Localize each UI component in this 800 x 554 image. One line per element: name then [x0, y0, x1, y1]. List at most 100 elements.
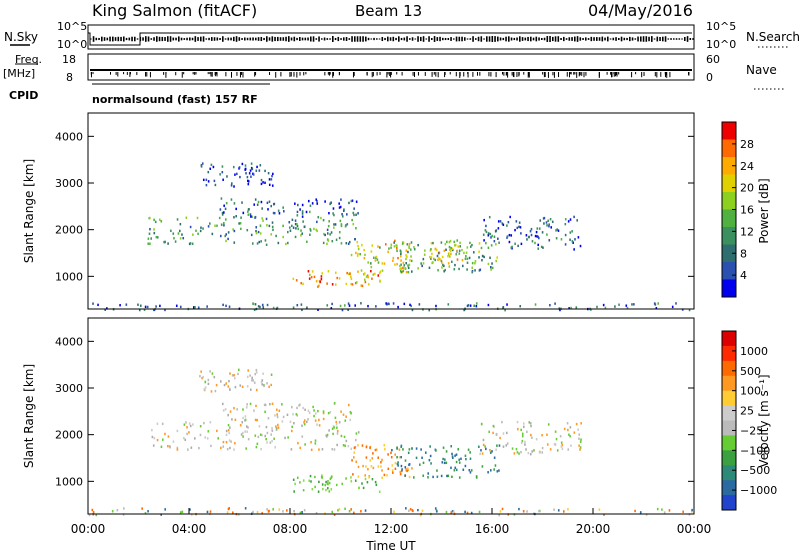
velocity-echo-cell — [498, 444, 501, 447]
velocity-echo-cell — [328, 429, 330, 432]
velocity-echo-cell — [481, 465, 484, 468]
nsky-sample — [153, 37, 155, 41]
colorbar-segment — [722, 390, 736, 407]
power-echo-cell — [224, 234, 227, 238]
nave-sample — [332, 72, 334, 78]
nsky-sample — [235, 36, 238, 42]
velocity-echo-cell — [331, 475, 333, 478]
power-echo-cell — [394, 239, 396, 243]
power-echo-cell — [233, 216, 235, 219]
velocity-echo-cell — [345, 439, 348, 443]
power-echo-cell — [285, 242, 287, 246]
power-echo-cell — [367, 261, 369, 264]
velocity-echo-cell — [369, 446, 371, 450]
colorbar-tick-label: 100 — [740, 385, 761, 398]
power-echo-cell — [321, 272, 324, 275]
power-echo-cell — [306, 240, 308, 243]
power-echo-cell — [428, 266, 431, 269]
power-echo-cell — [468, 256, 471, 260]
nsky-sample — [576, 36, 579, 42]
velocity-echo-cell — [344, 444, 347, 447]
velocity-echo-cell — [263, 384, 265, 388]
velocity-echo-cell — [294, 482, 296, 486]
power-echo-cell — [346, 271, 348, 275]
power-echo-cell — [442, 263, 444, 267]
nsky-sample — [653, 38, 656, 40]
velocity-echo-cell — [522, 510, 525, 513]
power-echo-cell — [555, 237, 558, 240]
power-echo-cell — [300, 229, 302, 232]
nsky-sample — [439, 36, 441, 42]
power-echo-cell — [402, 269, 405, 272]
velocity-echo-cell — [325, 488, 327, 492]
velocity-echo-cell — [369, 459, 372, 462]
power-colorbar-label: Power [dB] — [757, 178, 771, 243]
power-echo-cell — [579, 244, 582, 248]
velocity-echo-cell — [557, 509, 560, 512]
power-echo-cell — [260, 240, 262, 243]
power-echo-cell — [341, 308, 344, 312]
power-echo-cell — [163, 240, 166, 244]
power-echo-cell — [487, 303, 490, 307]
power-echo-cell — [221, 211, 224, 215]
velocity-echo-cell — [299, 446, 302, 450]
power-echo-cell — [305, 210, 308, 214]
velocity-echo-cell — [392, 471, 394, 474]
x-tick-label: 00:00 — [71, 522, 106, 536]
power-echo-cell — [317, 285, 319, 288]
velocity-echo-cell — [383, 444, 386, 447]
velocity-echo-cell — [301, 424, 303, 427]
nave-sample — [610, 72, 612, 75]
velocity-echo-cell — [408, 448, 411, 451]
power-echo-cell — [185, 216, 188, 219]
power-echo-cell — [290, 224, 293, 228]
power-echo-cell — [147, 242, 150, 245]
velocity-echo-cell — [442, 446, 445, 449]
power-echo-cell — [388, 247, 390, 250]
nsky-sample — [252, 37, 254, 41]
nave-sample — [433, 72, 435, 75]
power-echo-cell — [266, 201, 269, 205]
velocity-echo-cell — [189, 424, 192, 428]
power-echo-cell — [273, 211, 276, 215]
nsky-sample — [266, 36, 268, 42]
nsky-sample — [246, 37, 249, 41]
power-echo-cell — [288, 226, 291, 229]
velocity-echo-cell — [282, 415, 285, 419]
nsky-sample — [673, 38, 675, 40]
velocity-echo-cell — [266, 382, 268, 385]
velocity-echo-cell — [391, 464, 394, 467]
velocity-echo-cell — [465, 457, 467, 461]
power-echo-cell — [331, 239, 334, 243]
velocity-echo-cell — [365, 465, 367, 468]
velocity-echo-cell — [249, 388, 252, 391]
velocity-echo-cell — [254, 418, 257, 422]
nave-sample — [611, 72, 613, 78]
velocity-echo-cell — [338, 421, 341, 424]
power-echo-cell — [485, 224, 487, 228]
nsky-sample — [651, 36, 653, 42]
power-echo-cell — [320, 275, 323, 278]
velocity-echo-cell — [399, 472, 402, 476]
nsky-sample — [354, 36, 356, 42]
velocity-echo-cell — [341, 482, 344, 486]
colorbar-segment — [722, 450, 736, 466]
nsky-sample — [348, 38, 351, 40]
velocity-echo-cell — [489, 451, 492, 454]
velocity-echo-cell — [261, 433, 263, 437]
power-echo-cell — [255, 231, 258, 235]
nsky-sample — [436, 37, 439, 41]
nave-sample — [507, 72, 509, 78]
power-echo-cell — [301, 215, 304, 218]
power-echo-cell — [489, 256, 491, 259]
nsky-sample — [398, 36, 400, 42]
power-echo-cell — [253, 308, 256, 312]
power-echo-cell — [363, 272, 366, 275]
nsky-sample — [585, 37, 587, 41]
nave-sample — [371, 72, 373, 78]
power-echo-cell — [300, 234, 302, 237]
velocity-echo-cell — [241, 421, 244, 424]
velocity-echo-cell — [333, 513, 336, 516]
power-echo-cell — [149, 227, 151, 231]
power-echo-cell — [255, 226, 258, 229]
